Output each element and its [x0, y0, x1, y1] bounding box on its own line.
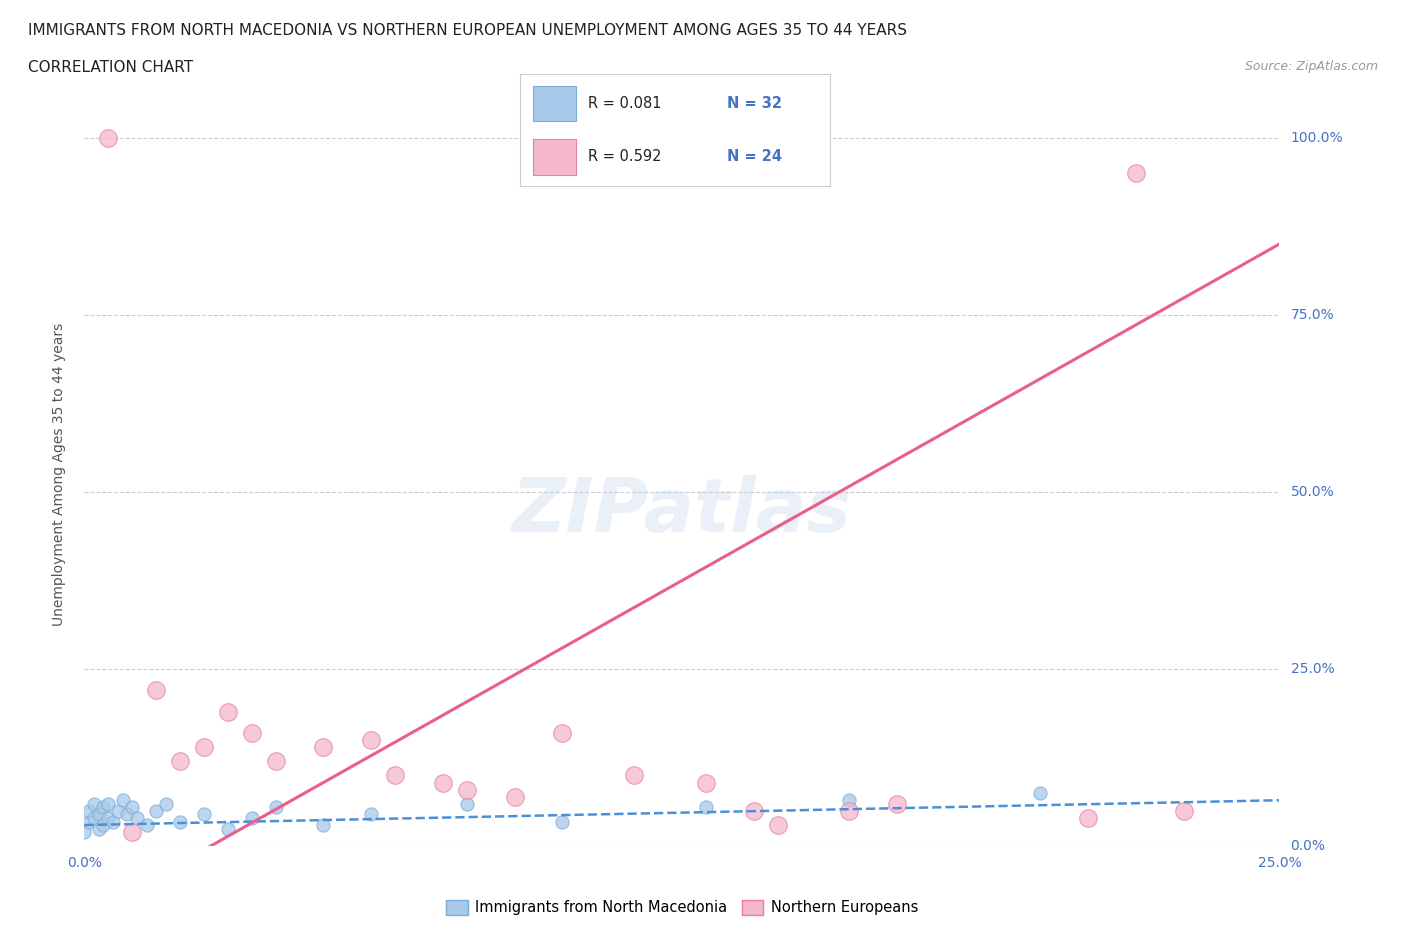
Point — [121, 800, 143, 815]
Point — [240, 725, 263, 740]
Text: R = 0.081: R = 0.081 — [588, 96, 662, 111]
Point — [312, 739, 335, 754]
Text: ZIPatlas: ZIPatlas — [512, 475, 852, 548]
Point — [97, 811, 120, 826]
Text: 75.0%: 75.0% — [1291, 308, 1334, 322]
Text: Source: ZipAtlas.com: Source: ZipAtlas.com — [1244, 60, 1378, 73]
Text: N = 24: N = 24 — [727, 150, 783, 165]
Text: 50.0%: 50.0% — [1291, 485, 1334, 499]
Point — [135, 817, 157, 832]
Point — [1125, 166, 1147, 180]
Point — [264, 800, 287, 815]
Text: 100.0%: 100.0% — [1291, 131, 1343, 145]
Point — [117, 807, 139, 822]
Text: 0.0%: 0.0% — [1291, 839, 1326, 854]
Point — [312, 817, 335, 832]
FancyBboxPatch shape — [533, 86, 576, 121]
Point — [193, 807, 215, 822]
Point — [432, 775, 454, 790]
Point — [97, 130, 120, 145]
Point — [551, 814, 574, 829]
Point — [623, 768, 645, 783]
Point — [384, 768, 406, 783]
Point — [169, 814, 191, 829]
FancyBboxPatch shape — [533, 140, 576, 175]
Point — [83, 796, 105, 811]
Point — [93, 800, 115, 815]
Point — [742, 804, 765, 818]
Point — [1077, 811, 1099, 826]
Point — [695, 800, 717, 815]
Legend: Immigrants from North Macedonia, Northern Europeans: Immigrants from North Macedonia, Norther… — [440, 894, 924, 921]
Point — [838, 792, 860, 807]
Point — [83, 811, 105, 826]
Point — [1029, 786, 1052, 801]
Point — [125, 811, 148, 826]
Point — [360, 733, 382, 748]
Point — [87, 821, 110, 836]
Point — [93, 817, 115, 832]
Point — [456, 782, 478, 797]
Y-axis label: Unemployment Among Ages 35 to 44 years: Unemployment Among Ages 35 to 44 years — [52, 323, 66, 626]
Point — [503, 790, 526, 804]
Point — [240, 811, 263, 826]
Point — [121, 825, 143, 840]
Point — [77, 804, 100, 818]
Point — [766, 817, 789, 832]
Point — [111, 792, 134, 807]
Point — [838, 804, 860, 818]
Point — [1173, 804, 1195, 818]
Point — [217, 821, 239, 836]
Text: CORRELATION CHART: CORRELATION CHART — [28, 60, 193, 75]
Point — [456, 796, 478, 811]
Point — [264, 754, 287, 769]
Point — [695, 775, 717, 790]
Point — [155, 796, 177, 811]
Text: N = 32: N = 32 — [727, 96, 783, 111]
Point — [360, 807, 382, 822]
Point — [73, 825, 96, 840]
Point — [101, 814, 124, 829]
Point — [87, 807, 110, 822]
Point — [217, 704, 239, 719]
Text: IMMIGRANTS FROM NORTH MACEDONIA VS NORTHERN EUROPEAN UNEMPLOYMENT AMONG AGES 35 : IMMIGRANTS FROM NORTH MACEDONIA VS NORTH… — [28, 23, 907, 38]
Point — [193, 739, 215, 754]
Point — [107, 804, 129, 818]
Text: 25.0%: 25.0% — [1291, 662, 1334, 676]
Point — [97, 796, 120, 811]
Text: R = 0.592: R = 0.592 — [588, 150, 662, 165]
Point — [169, 754, 191, 769]
Point — [145, 683, 167, 698]
Point — [551, 725, 574, 740]
Point — [77, 814, 100, 829]
Point — [145, 804, 167, 818]
Point — [886, 796, 908, 811]
